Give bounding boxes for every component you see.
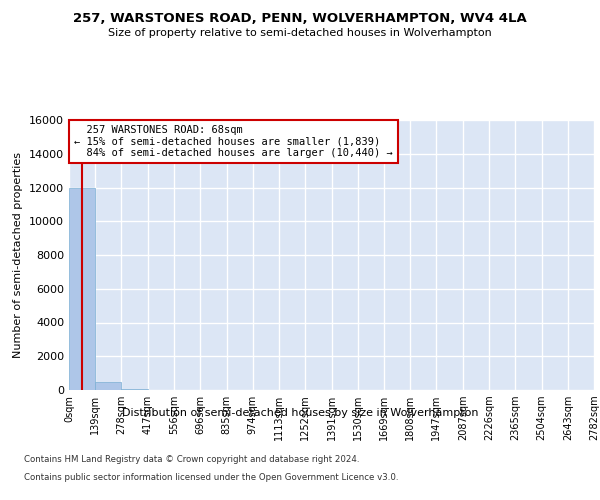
Y-axis label: Number of semi-detached properties: Number of semi-detached properties — [13, 152, 23, 358]
Text: Size of property relative to semi-detached houses in Wolverhampton: Size of property relative to semi-detach… — [108, 28, 492, 38]
Bar — [121, 389, 148, 390]
Bar — [95, 382, 121, 390]
Text: Contains public sector information licensed under the Open Government Licence v3: Contains public sector information licen… — [24, 472, 398, 482]
Bar — [69, 188, 95, 390]
Text: Contains HM Land Registry data © Crown copyright and database right 2024.: Contains HM Land Registry data © Crown c… — [24, 455, 359, 464]
Text: Distribution of semi-detached houses by size in Wolverhampton: Distribution of semi-detached houses by … — [122, 408, 478, 418]
Text: 257 WARSTONES ROAD: 68sqm
← 15% of semi-detached houses are smaller (1,839)
  84: 257 WARSTONES ROAD: 68sqm ← 15% of semi-… — [74, 125, 393, 158]
Text: 257, WARSTONES ROAD, PENN, WOLVERHAMPTON, WV4 4LA: 257, WARSTONES ROAD, PENN, WOLVERHAMPTON… — [73, 12, 527, 26]
